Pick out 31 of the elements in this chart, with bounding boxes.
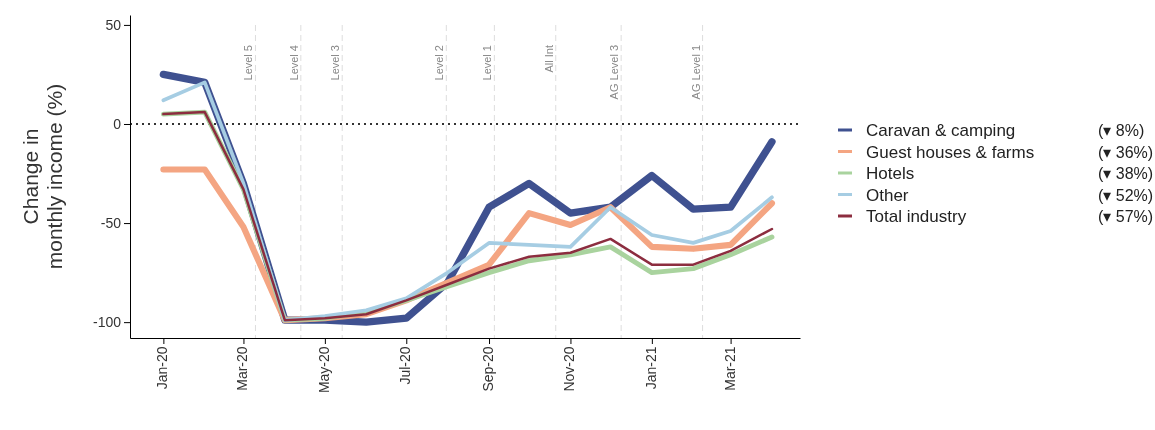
x-tick-label: Nov-20 — [561, 346, 578, 392]
legend-label: Total industry — [866, 207, 967, 226]
ref-line-label: AG Level 3 — [608, 45, 621, 100]
ref-line-label: Level 4 — [287, 45, 300, 81]
ref-line-label: Level 3 — [329, 45, 342, 81]
y-tick-label: 0 — [113, 115, 122, 132]
x-tick-label: Mar-21 — [721, 346, 738, 391]
text: (▾ 52%) — [1098, 186, 1154, 204]
y-tick-label: 50 — [105, 16, 122, 33]
legend-label: Guest houses & farms — [866, 142, 1035, 162]
ref-line-label: Level 1 — [481, 45, 494, 81]
x-tick-label: Mar-20 — [234, 346, 251, 391]
y-tick-label: -100 — [92, 314, 122, 331]
ref-line-label: All Int — [542, 45, 555, 73]
x-tick-label: May-20 — [315, 346, 332, 394]
legend-label: Other — [866, 185, 909, 205]
ref-line-label: Level 5 — [242, 45, 255, 81]
y-tick-label: -50 — [100, 215, 122, 232]
x-tick-label: Jan-21 — [642, 346, 659, 390]
x-tick-label: Jan-20 — [154, 346, 171, 390]
x-tick-label: Sep-20 — [479, 346, 496, 392]
text: (▾ 57%) — [1098, 208, 1154, 225]
text: (▾ 8%) — [1098, 122, 1145, 139]
text: (▾ 36%) — [1098, 143, 1154, 161]
ref-line-label: Level 2 — [433, 45, 446, 81]
legend-label: Hotels — [866, 164, 915, 183]
y-axis-title: Change in monthly income (%) — [18, 83, 66, 270]
ref-line-label: AG Level 1 — [689, 45, 702, 100]
text: (▾ 38%) — [1098, 165, 1154, 182]
legend-label: Caravan & camping — [866, 121, 1016, 140]
x-tick-label: Jul-20 — [397, 346, 414, 385]
